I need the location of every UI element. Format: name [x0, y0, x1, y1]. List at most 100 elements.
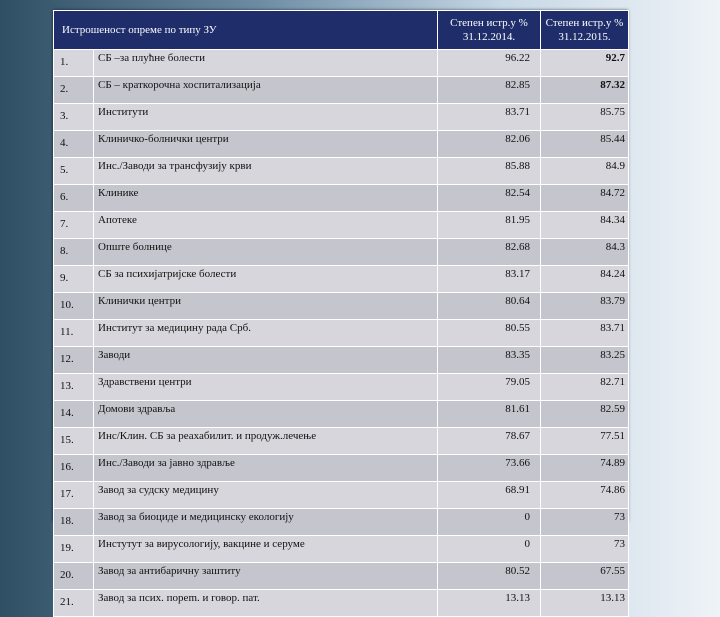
row-number: 10. — [53, 292, 94, 320]
row-value-2014: 82.85 — [437, 76, 542, 104]
row-value-2014: 13.13 — [437, 589, 542, 617]
table-row: 21. Завод за псих. пореm. и говор. пат. 13… — [53, 589, 630, 617]
row-value-2014: 83.17 — [437, 265, 542, 293]
row-institution-name: Заводи — [92, 346, 439, 374]
table-row: 12. Заводи 83.35 83.25 — [53, 346, 630, 374]
table-header-row: Истрошеност опреме по типу ЗУ Степен ист… — [52, 10, 630, 50]
row-institution-name: Инс/Клин. СБ за реахабилит. и продуж.леч… — [92, 427, 439, 455]
row-value-2014: 79.05 — [437, 373, 542, 401]
row-value-2015: 85.44 — [540, 130, 630, 158]
table-row: 15. Инс/Клин. СБ за реахабилит. и продуж.… — [53, 427, 630, 455]
row-value-2014: 68.91 — [437, 481, 542, 509]
row-institution-name: СБ –за плућне болести — [92, 49, 439, 77]
row-value-2015: 87.32 — [540, 76, 630, 104]
row-value-2014: 96.22 — [437, 49, 542, 77]
row-value-2015: 74.86 — [540, 481, 630, 509]
row-institution-name: СБ – краткорочна хоспитализација — [92, 76, 439, 104]
row-value-2015: 84.9 — [540, 157, 630, 185]
table-row: 7. Апотеке 81.95 84.34 — [53, 211, 630, 239]
row-value-2014: 73.66 — [437, 454, 542, 482]
row-number: 11. — [53, 319, 94, 347]
row-institution-name: Завод за псих. пореm. и говор. пат. — [92, 589, 439, 617]
row-number: 18. — [53, 508, 94, 536]
row-value-2014: 82.06 — [437, 130, 542, 158]
row-value-2014: 85.88 — [437, 157, 542, 185]
table-row: 4. Клиничко-болнички центри 82.06 85.44 — [53, 130, 630, 158]
row-number: 3. — [53, 103, 94, 131]
row-value-2015: 74.89 — [540, 454, 630, 482]
row-value-2015: 83.25 — [540, 346, 630, 374]
row-value-2015: 82.71 — [540, 373, 630, 401]
row-value-2014: 80.52 — [437, 562, 542, 590]
row-value-2015: 83.71 — [540, 319, 630, 347]
table-body: 1. СБ –за плућне болести 96.22 92.7 2. СБ – к… — [53, 49, 630, 617]
row-institution-name: Институт за медицину рада Срб. — [92, 319, 439, 347]
table-frame: Истрошеност опреме по типу ЗУ Степен ист… — [52, 10, 630, 617]
row-number: 4. — [53, 130, 94, 158]
row-institution-name: Опште болнице — [92, 238, 439, 266]
row-value-2015: 82.59 — [540, 400, 630, 428]
row-number: 20. — [53, 562, 94, 590]
row-number: 6. — [53, 184, 94, 212]
table-row: 2. СБ – краткорочна хоспитализација 82.85 8… — [53, 76, 630, 104]
column-header-2014: Степен истр.у % 31.12.2014. — [437, 10, 542, 50]
table-title: Истрошеност опреме по типу ЗУ — [52, 10, 439, 50]
table-row: 20. Завод за антибаричну заштиту 80.52 67.5… — [53, 562, 630, 590]
table-row: 1. СБ –за плућне болести 96.22 92.7 — [53, 49, 630, 77]
row-value-2014: 80.64 — [437, 292, 542, 320]
row-value-2015: 67.55 — [540, 562, 630, 590]
table-row: 9. СБ за психијатријске болести 83.17 84.24 — [53, 265, 630, 293]
table-row: 5. Инс./Заводи за трансфузију крви 85.88 84… — [53, 157, 630, 185]
table-row: 8. Опште болнице 82.68 84.3 — [53, 238, 630, 266]
row-value-2015: 77.51 — [540, 427, 630, 455]
row-value-2014: 80.55 — [437, 319, 542, 347]
table-row: 3. Институти 83.71 85.75 — [53, 103, 630, 131]
row-institution-name: СБ за психијатријске болести — [92, 265, 439, 293]
row-value-2015: 73 — [540, 508, 630, 536]
row-institution-name: Завод за антибаричну заштиту — [92, 562, 439, 590]
equipment-wear-table: Истрошеност опреме по типу ЗУ Степен ист… — [52, 10, 630, 617]
row-number: 7. — [53, 211, 94, 239]
row-number: 12. — [53, 346, 94, 374]
row-institution-name: Клиничко-болнички центри — [92, 130, 439, 158]
table-row: 14. Домови здравља 81.61 82.59 — [53, 400, 630, 428]
row-value-2014: 81.61 — [437, 400, 542, 428]
row-value-2014: 78.67 — [437, 427, 542, 455]
row-institution-name: Инс./Заводи за јавно здравље — [92, 454, 439, 482]
row-value-2014: 83.35 — [437, 346, 542, 374]
table-row: 17. Завод за судску медицину 68.91 74.86 — [53, 481, 630, 509]
row-value-2014: 83.71 — [437, 103, 542, 131]
table-row: 18. Завод за биоциде и медицинску екологи… — [53, 508, 630, 536]
row-institution-name: Домови здравља — [92, 400, 439, 428]
row-value-2014: 81.95 — [437, 211, 542, 239]
table-row: 16. Инс./Заводи за јавно здравље 73.66 74.8… — [53, 454, 630, 482]
row-number: 9. — [53, 265, 94, 293]
row-number: 2. — [53, 76, 94, 104]
row-value-2015: 83.79 — [540, 292, 630, 320]
table-row: 13. Здравствени центри 79.05 82.71 — [53, 373, 630, 401]
row-number: 17. — [53, 481, 94, 509]
row-institution-name: Завод за судску медицину — [92, 481, 439, 509]
table-row: 11. Институт за медицину рада Срб. 80.55 83… — [53, 319, 630, 347]
row-institution-name: Апотеке — [92, 211, 439, 239]
row-number: 15. — [53, 427, 94, 455]
row-value-2015: 84.72 — [540, 184, 630, 212]
row-value-2015: 84.34 — [540, 211, 630, 239]
row-value-2014: 82.54 — [437, 184, 542, 212]
row-value-2015: 92.7 — [540, 49, 630, 77]
row-institution-name: Институти — [92, 103, 439, 131]
row-number: 8. — [53, 238, 94, 266]
row-institution-name: Завод за биоциде и медицинску екологију — [92, 508, 439, 536]
row-number: 16. — [53, 454, 94, 482]
row-number: 13. — [53, 373, 94, 401]
table-row: 10. Клинички центри 80.64 83.79 — [53, 292, 630, 320]
row-number: 5. — [53, 157, 94, 185]
row-number: 21. — [53, 589, 94, 617]
table-row: 6. Клинике 82.54 84.72 — [53, 184, 630, 212]
row-institution-name: Клинички центри — [92, 292, 439, 320]
row-number: 14. — [53, 400, 94, 428]
row-number: 1. — [53, 49, 94, 77]
row-institution-name: Клинике — [92, 184, 439, 212]
column-header-2015: Степен истр.у % 31.12.2015. — [540, 10, 630, 50]
row-value-2015: 84.24 — [540, 265, 630, 293]
